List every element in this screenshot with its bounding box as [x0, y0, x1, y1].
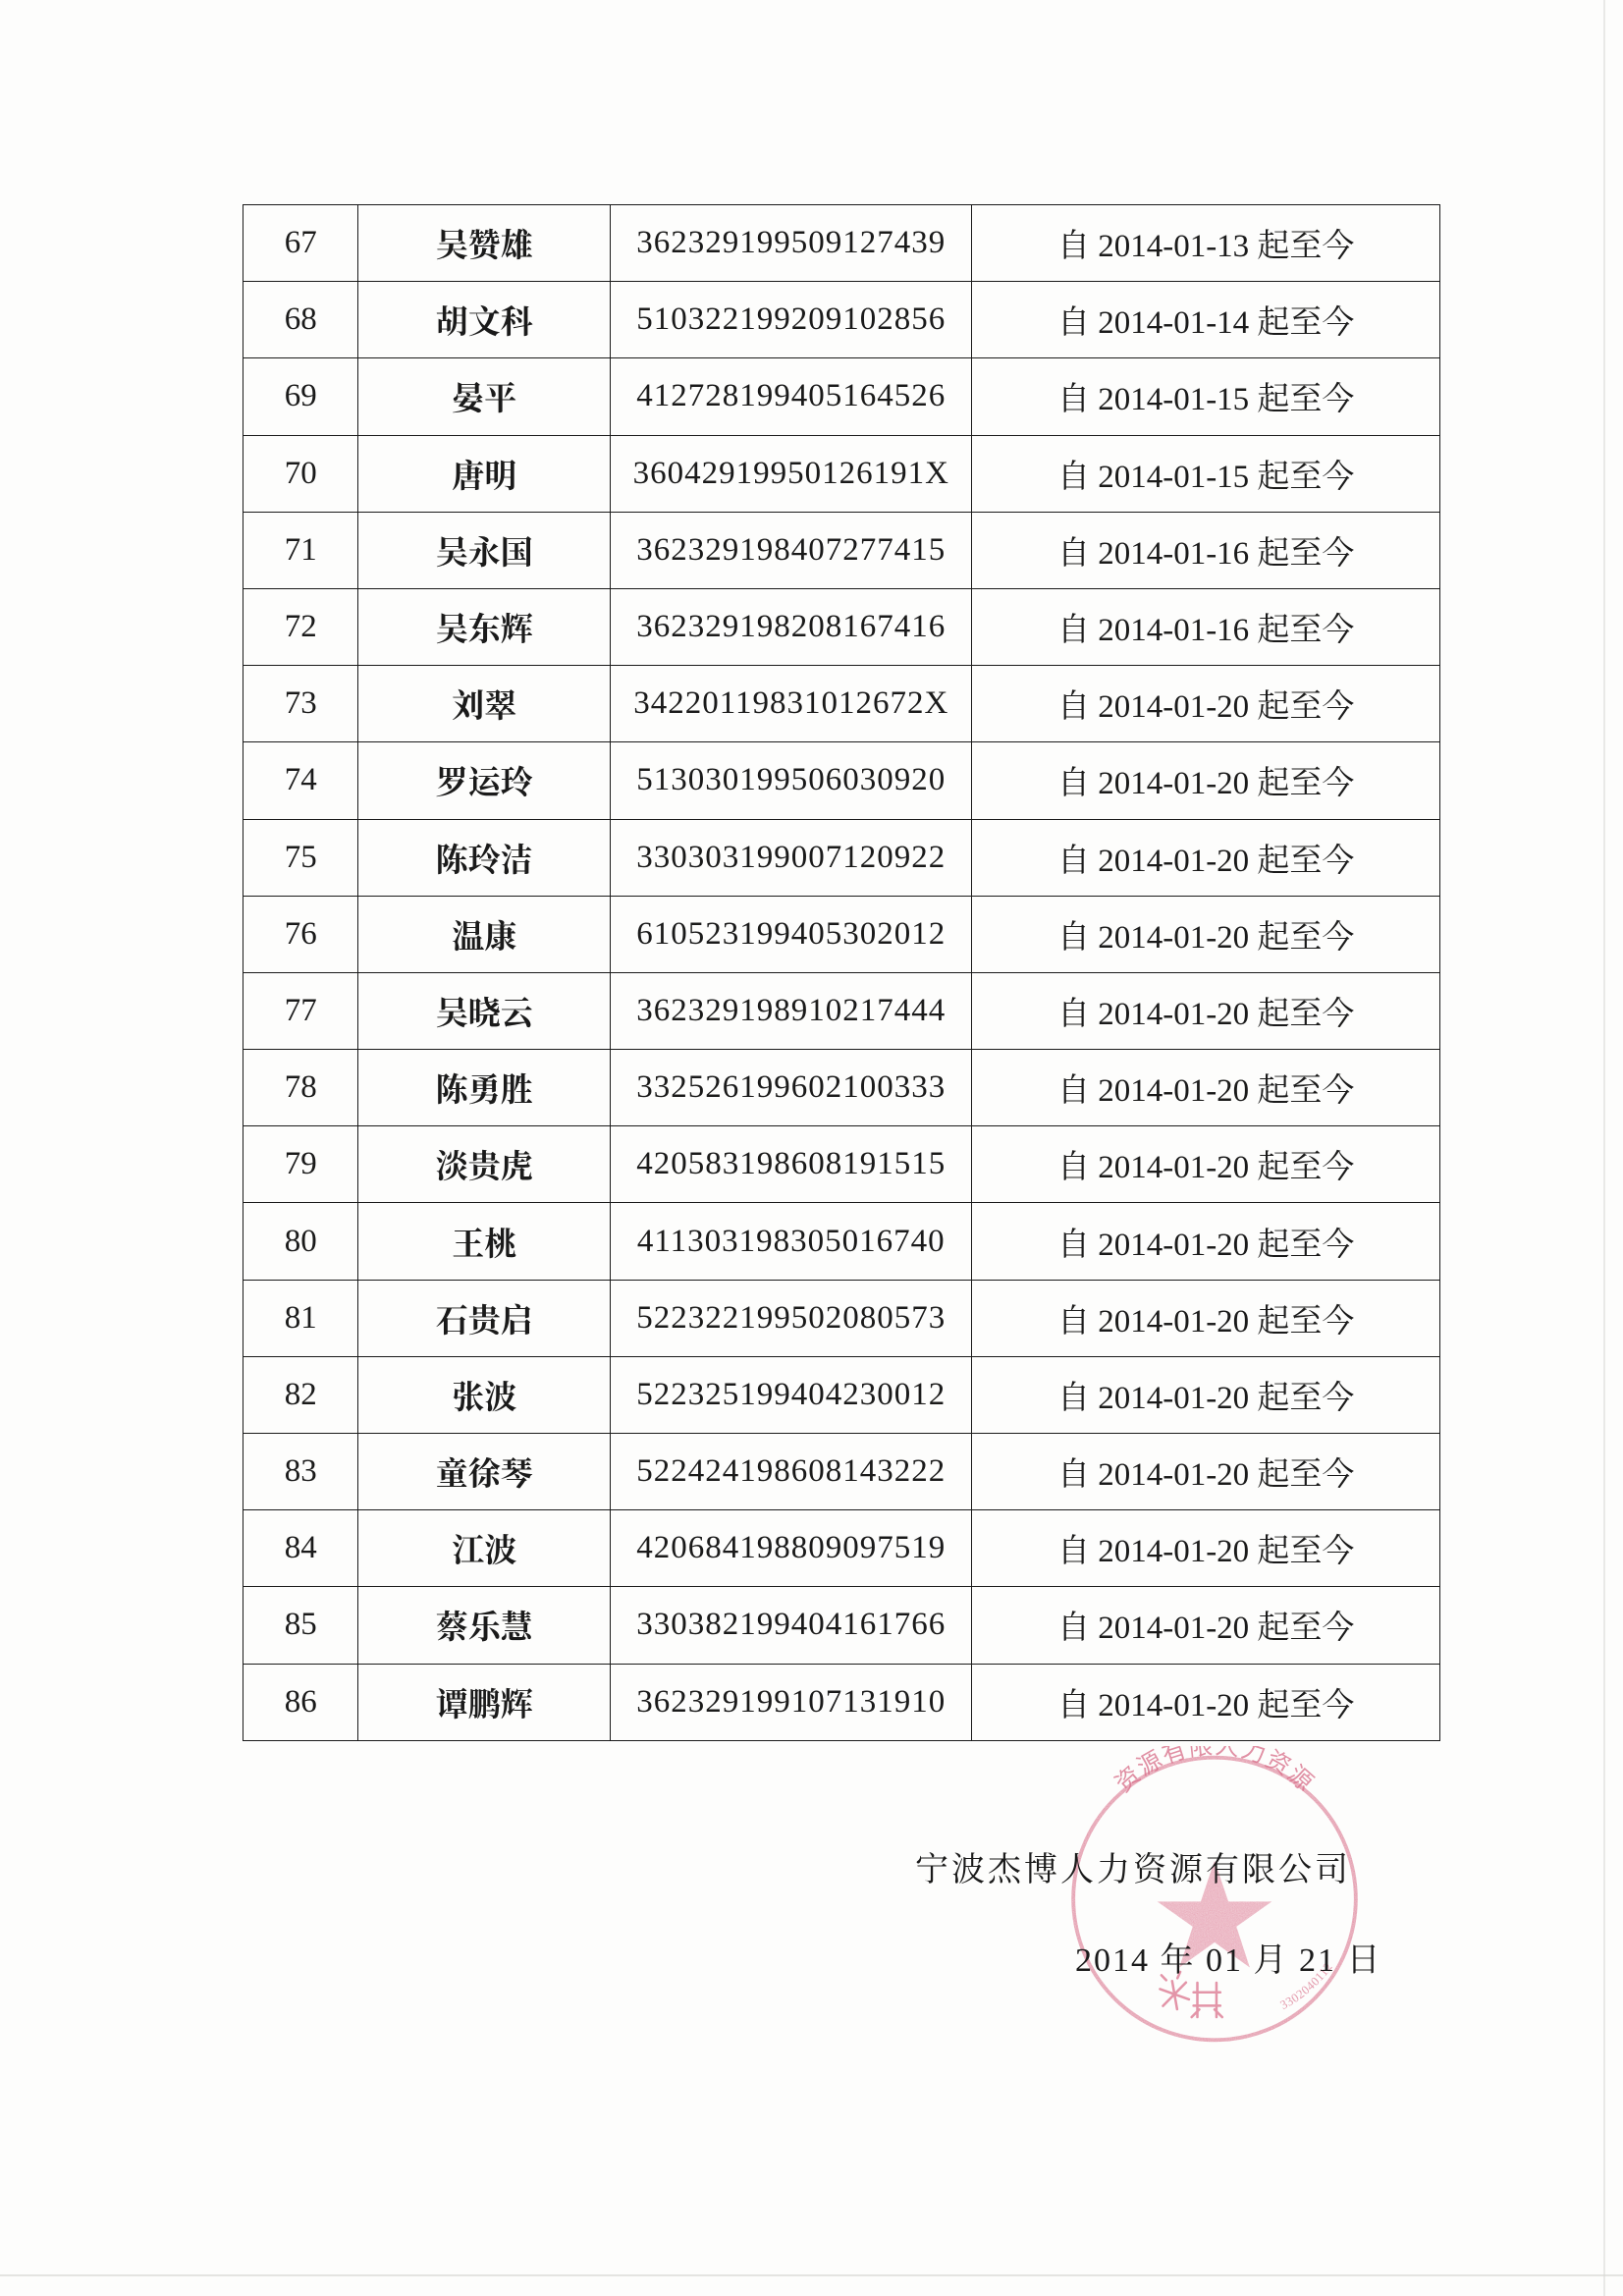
svg-text:资源有限人力资源: 资源有限人力资源: [1106, 1746, 1323, 1798]
